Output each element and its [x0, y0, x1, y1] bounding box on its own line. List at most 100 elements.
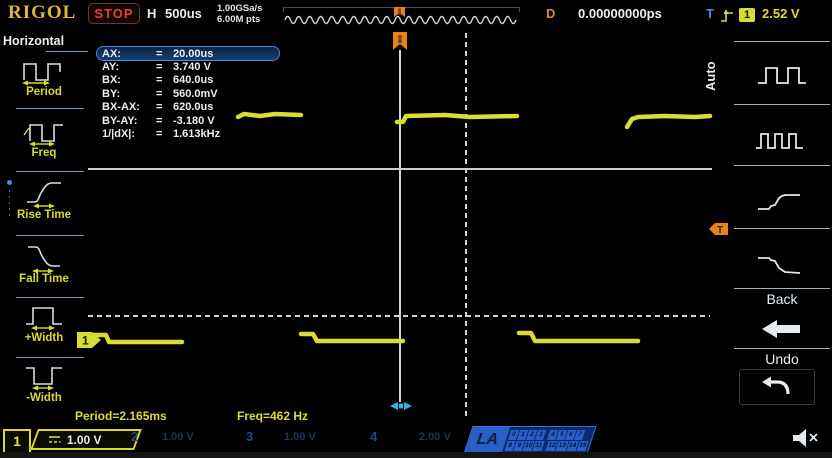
equals-sign: = — [156, 74, 163, 87]
equals-sign: = — [156, 61, 163, 74]
cursor-row-value: -3.180 V — [173, 114, 215, 127]
trigger-level-marker[interactable]: T — [708, 222, 730, 236]
equals-sign: = — [156, 47, 163, 60]
channel4-scale-value: 2.00 V — [419, 431, 451, 443]
freq-icon — [23, 124, 63, 147]
menu-item-plus-width[interactable]: +Width — [0, 301, 88, 344]
channel1-ground-marker[interactable]: 1 — [76, 331, 104, 349]
trigger-position-marker-icon[interactable] — [392, 31, 410, 53]
right-menu-separator — [734, 288, 830, 289]
sample-rate-value: 1.00GSa/s — [217, 3, 263, 14]
channel1-status[interactable]: 1.00 V — [30, 429, 142, 450]
delay-value: 0.00000000ps — [578, 6, 662, 21]
equals-sign: = — [156, 101, 163, 114]
channel3-scale-value: 1.00 V — [284, 431, 316, 443]
menu-item-label: Rise Time — [16, 209, 72, 221]
multi-period-measure-icon[interactable] — [752, 128, 808, 152]
trigger-slope-icon — [721, 9, 733, 22]
cursor-row-value: 640.0us — [173, 74, 214, 87]
timebase-value: 500us — [165, 6, 202, 21]
undo-arrow-icon — [762, 376, 790, 395]
menu-item-label: Fall Time — [19, 273, 69, 285]
menu-item-fall-time[interactable]: Fall Time — [0, 241, 88, 285]
back-button[interactable]: Back — [766, 291, 798, 307]
bottom-bezel — [0, 452, 832, 458]
cursor-row-bx-ax: BX-AX: = 620.0us — [97, 101, 279, 114]
memory-bar-right-tick — [519, 7, 520, 12]
right-menu-separator — [734, 348, 830, 349]
channel4-badge[interactable]: 4 — [370, 429, 378, 444]
menu-scroll-track — [9, 190, 10, 216]
cursor-drag-handle-icon[interactable] — [388, 400, 414, 412]
cursor-row-value: 620.0us — [173, 101, 214, 114]
cursor-row-bx: BX: = 640.0us — [97, 74, 279, 87]
cursor-row-value: 20.00us — [173, 47, 214, 60]
horizontal-mode-label: H — [147, 6, 157, 21]
cursor-row-by: BY: = 560.0mV — [97, 87, 279, 100]
channel1-marker-label: 1 — [82, 334, 89, 348]
memory-trigger-marker-icon[interactable] — [393, 6, 407, 20]
left-menu-separator — [16, 297, 84, 298]
delay-label: D — [546, 6, 556, 21]
cursor-row-label: AX: — [102, 47, 121, 60]
cursor-row-label: AY: — [102, 61, 120, 74]
menu-item-label: Period — [26, 86, 62, 98]
single-period-measure-icon[interactable] — [752, 62, 812, 88]
channel1-badge[interactable]: 1 — [3, 429, 31, 454]
left-menu-separator — [16, 171, 84, 172]
run-state-badge: STOP — [88, 3, 140, 24]
cursor-row-ax[interactable]: AX: = 20.00us — [96, 45, 280, 62]
cursor-row-label: BX-AX: — [102, 101, 140, 114]
period-readout: Period=2.165ms — [75, 409, 167, 423]
right-menu-title-auto: Auto — [703, 61, 718, 91]
channel2-badge[interactable]: 2 — [131, 429, 139, 444]
sound-muted-icon — [793, 429, 818, 447]
cursor-row-label: BY-AY: — [102, 114, 138, 127]
la-digit-cell: 15 — [576, 440, 589, 451]
cursor-row-value: 1.613kHz — [173, 128, 221, 141]
fall-time-icon — [28, 246, 60, 273]
memory-wave-path — [284, 15, 517, 25]
right-menu-separator — [734, 41, 830, 42]
cursor-row-label: BX: — [102, 74, 121, 87]
cursor-row-by-ay: BY-AY: = -3.180 V — [97, 114, 279, 127]
rising-edge-icon[interactable] — [754, 186, 804, 214]
cursor-b-vertical-line[interactable] — [465, 33, 467, 417]
menu-scroll-indicator — [7, 180, 12, 185]
right-menu-separator — [734, 228, 830, 229]
equals-sign: = — [156, 114, 163, 127]
left-menu-separator — [16, 357, 84, 358]
menu-item-minus-width[interactable]: -Width — [0, 361, 88, 404]
back-arrow-icon[interactable] — [760, 318, 802, 340]
equals-sign: = — [156, 87, 163, 100]
trigger-source-badge: 1 — [739, 8, 755, 22]
menu-item-label: +Width — [24, 332, 64, 344]
channel1-scale-value: 1.00 V — [67, 432, 102, 447]
cursor-a-vertical-line[interactable] — [399, 50, 401, 402]
la-digit-cell: 3 — [535, 429, 547, 440]
menu-item-label: Freq — [31, 147, 57, 159]
falling-edge-icon[interactable] — [754, 253, 804, 279]
cursor-row-label: 1/|dX|: — [102, 128, 136, 141]
menu-item-rise-time[interactable]: Rise Time — [0, 177, 88, 221]
channel3-badge[interactable]: 3 — [246, 429, 254, 444]
trigger-level-marker-label: T — [717, 225, 723, 236]
acquisition-info: 1.00GSa/s 6.00M pts — [217, 3, 262, 25]
rigol-logo: RIGOL — [8, 2, 77, 23]
undo-button[interactable]: Undo — [765, 351, 799, 367]
la-digits-row2: 8 9 10 11 12 13 14 15 — [504, 440, 589, 451]
menu-item-freq[interactable]: Freq — [0, 115, 88, 159]
menu-item-period[interactable]: Period — [0, 54, 88, 98]
minus-width-icon — [26, 367, 62, 391]
la-digit-cell: 11 — [532, 440, 545, 451]
cursor-row-value: 3.740 V — [173, 61, 211, 74]
memory-bar-left-tick — [283, 7, 284, 12]
undo-button-box[interactable] — [739, 369, 815, 405]
la-digit-cell: 7 — [574, 429, 586, 440]
right-menu-separator — [734, 104, 830, 105]
trigger-level-value: 2.52 V — [762, 6, 800, 21]
